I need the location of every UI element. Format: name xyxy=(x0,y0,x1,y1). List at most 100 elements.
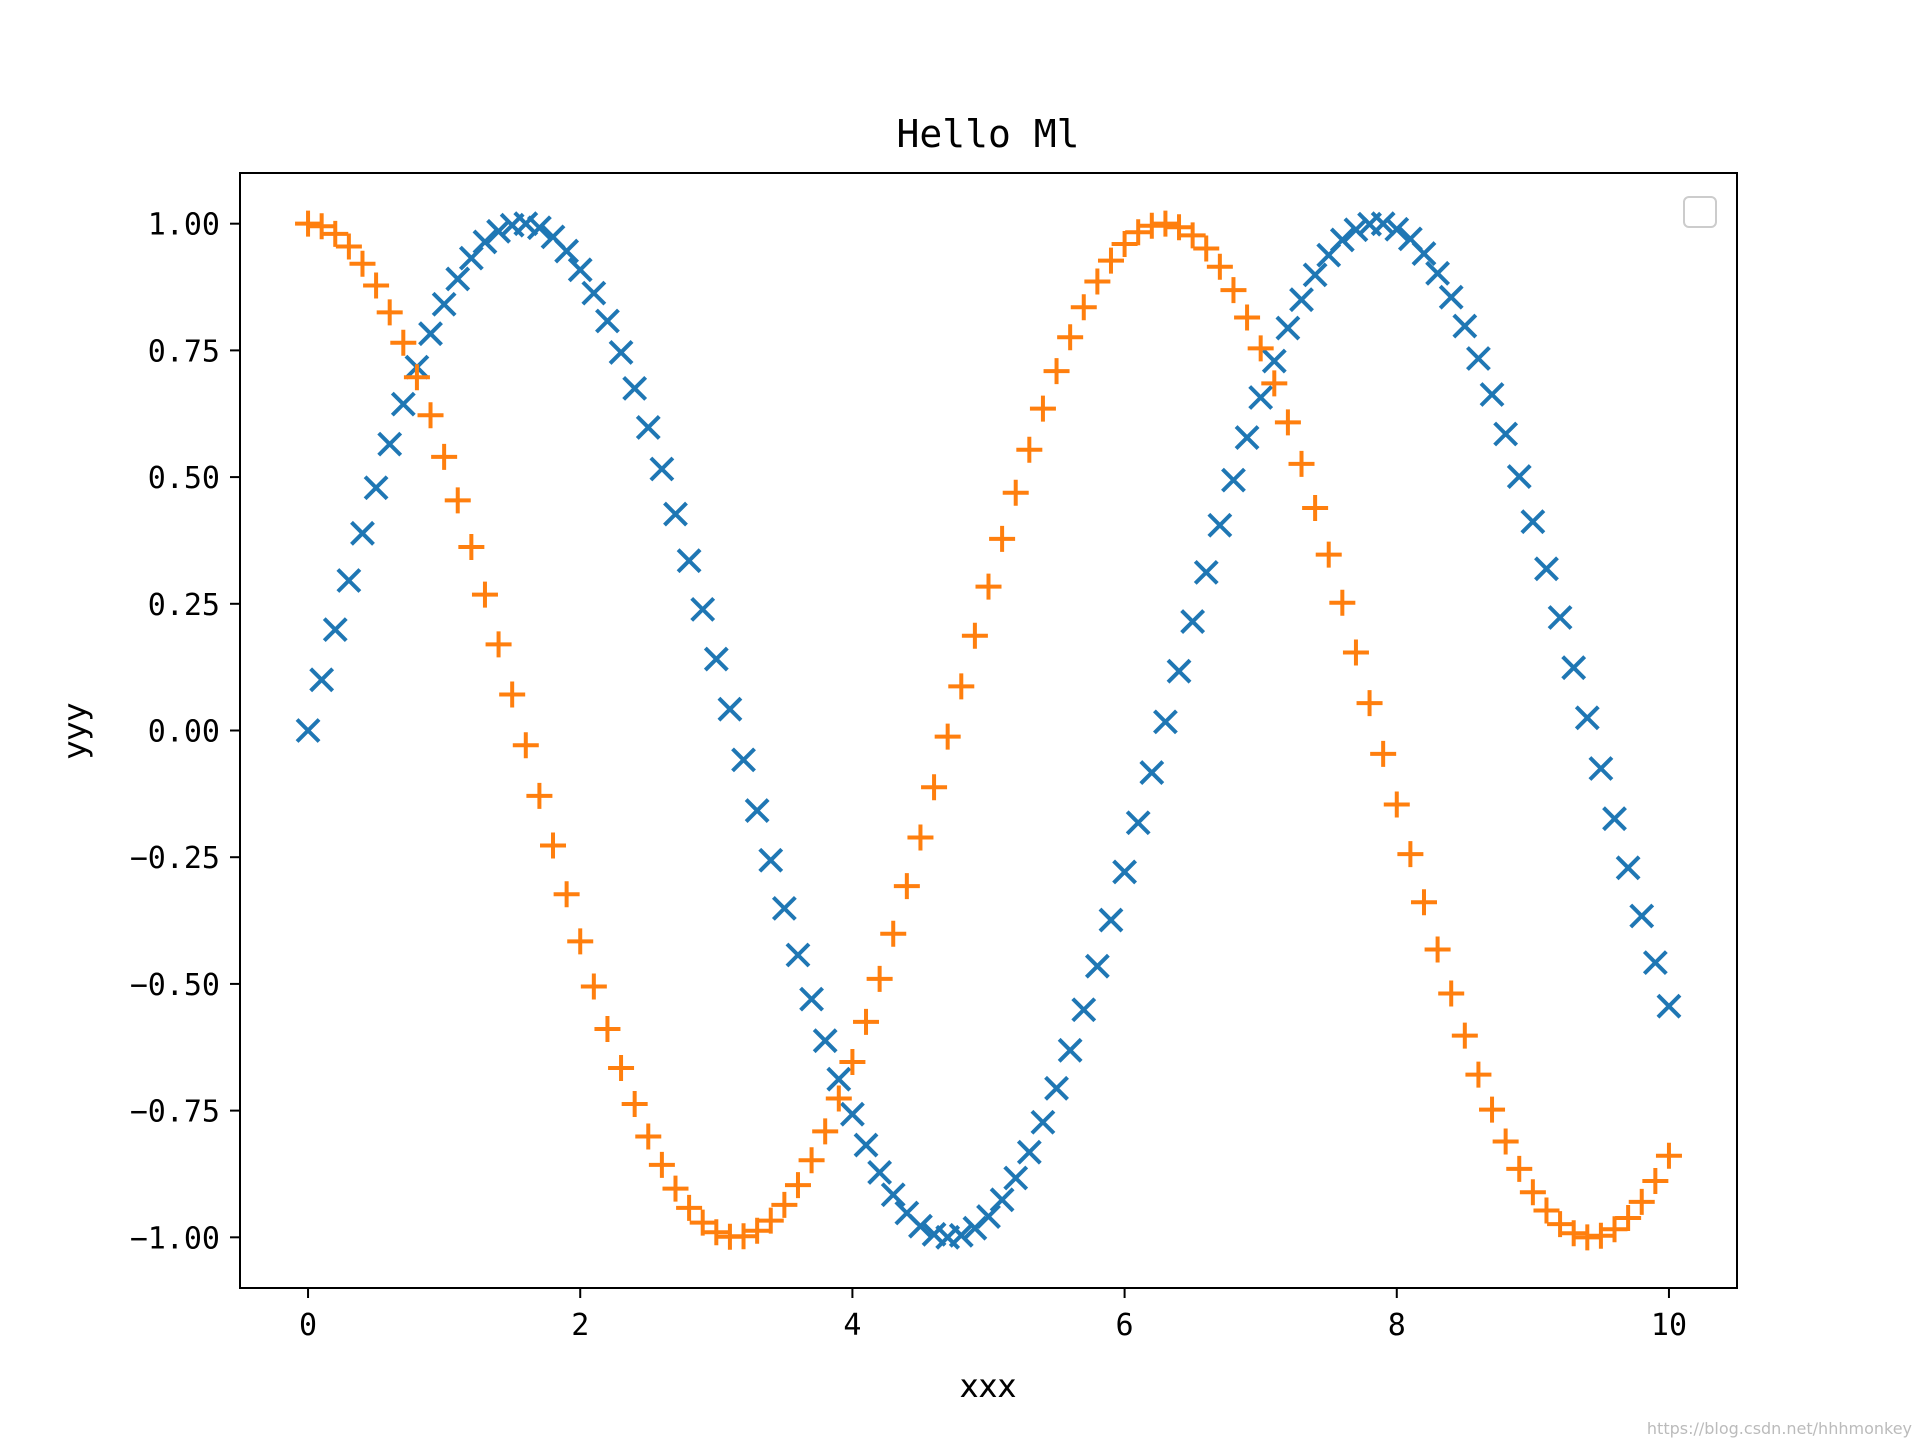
series-2-point xyxy=(1070,294,1097,321)
series-1-point xyxy=(1234,425,1260,450)
series-1-point xyxy=(1302,262,1328,288)
series-2-point xyxy=(1492,1128,1519,1155)
series-1-point xyxy=(1452,313,1478,339)
series-2-point xyxy=(1057,324,1084,351)
series-1-point xyxy=(1506,464,1532,489)
series-2-point xyxy=(308,213,335,240)
series-2-point xyxy=(363,272,390,299)
series-2-point xyxy=(1220,277,1247,304)
series-1-point xyxy=(418,321,443,347)
chart-title: Hello Ml xyxy=(896,112,1079,156)
y-tick-label: 1.00 xyxy=(148,208,220,243)
series-2-point xyxy=(1547,1211,1574,1238)
series-1-point xyxy=(1248,385,1274,410)
series-2-point xyxy=(349,250,376,277)
series-1-point xyxy=(908,1213,933,1239)
series-2-point xyxy=(893,873,920,900)
y-tick-label: −1.00 xyxy=(130,1221,220,1256)
series-2-point xyxy=(1451,1022,1478,1049)
series-2-point xyxy=(1424,936,1451,963)
series-1-point xyxy=(1261,348,1287,374)
series-1-point xyxy=(976,1204,1001,1229)
series-2-point xyxy=(1438,980,1465,1007)
series-1-point xyxy=(554,238,580,264)
series-2-point xyxy=(1097,247,1124,274)
series-1-point xyxy=(1166,658,1192,684)
series-1-point xyxy=(595,308,620,334)
series-2-point xyxy=(757,1207,784,1234)
series-1-point xyxy=(1003,1165,1029,1191)
x-tick-label: 8 xyxy=(1388,1308,1406,1343)
series-2-point xyxy=(1247,335,1274,362)
series-2-point xyxy=(975,573,1002,600)
series-1-point xyxy=(1098,907,1124,933)
series-2-point xyxy=(1642,1168,1669,1195)
series-1-point xyxy=(472,229,498,255)
series-2-point xyxy=(1628,1188,1655,1215)
series-1-point xyxy=(839,1101,865,1127)
series-1-point xyxy=(717,696,743,722)
series-2-point xyxy=(961,622,988,649)
x-tick-label: 6 xyxy=(1116,1308,1134,1343)
series-2-point xyxy=(322,220,349,247)
series-2-point xyxy=(812,1118,839,1145)
series-1-point xyxy=(567,257,593,283)
x-axis-label: xxx xyxy=(960,1367,1017,1405)
series-2-point xyxy=(880,920,907,947)
series-2-point xyxy=(431,443,458,470)
series-1-point xyxy=(390,391,416,417)
series-1-point xyxy=(826,1066,852,1092)
series-1-point xyxy=(1384,216,1410,242)
y-tick-label: −0.75 xyxy=(130,1095,220,1130)
series-2-point xyxy=(594,1016,621,1043)
x-axis: 0 2 4 6 8 10 xyxy=(299,1288,1687,1343)
series-1-point xyxy=(1588,756,1614,781)
series-2-point xyxy=(485,631,512,658)
series-2-point xyxy=(866,965,893,992)
series-2-point xyxy=(403,364,430,391)
y-tick-label: −0.50 xyxy=(130,968,220,1003)
series-2-point xyxy=(1356,690,1383,717)
series-2-point xyxy=(553,881,580,908)
series-2-point xyxy=(1179,222,1206,249)
series-1-point xyxy=(1221,467,1246,493)
series-1-point xyxy=(1411,241,1437,266)
series-2-point xyxy=(471,581,498,608)
series-1-point xyxy=(1044,1075,1069,1101)
series-1-point xyxy=(1493,421,1519,447)
series-1-point xyxy=(431,291,457,317)
series-1-markers xyxy=(295,211,1682,1250)
series-2-point xyxy=(1465,1061,1492,1088)
series-2-point xyxy=(1342,639,1369,666)
y-axis-label: yyy xyxy=(56,703,94,760)
series-2-point xyxy=(1601,1216,1628,1243)
series-2-point xyxy=(1125,219,1152,246)
series-2-point xyxy=(853,1008,880,1035)
series-1-point xyxy=(1289,287,1314,313)
series-1-point xyxy=(622,375,648,401)
series-1-point xyxy=(322,617,348,643)
series-2-point xyxy=(989,525,1016,552)
series-1-point xyxy=(1479,382,1505,407)
y-tick-label: 0.00 xyxy=(148,715,220,750)
series-2-point xyxy=(1506,1155,1533,1182)
series-1-point xyxy=(1534,556,1559,582)
y-tick-label: 0.75 xyxy=(148,334,220,369)
series-1-point xyxy=(1425,260,1451,286)
series-2-point xyxy=(1479,1096,1506,1123)
series-1-point xyxy=(1656,993,1682,1019)
series-1-point xyxy=(1574,705,1600,731)
series-2-point xyxy=(567,928,594,955)
series-1-point xyxy=(1030,1109,1056,1135)
series-2-point xyxy=(798,1147,825,1174)
y-tick-label: 0.25 xyxy=(148,588,220,623)
series-2-point xyxy=(1274,409,1301,436)
series-2-point xyxy=(934,723,961,750)
series-1-point xyxy=(309,667,335,693)
series-2-point xyxy=(1615,1205,1642,1232)
series-2-point xyxy=(730,1223,757,1250)
series-1-point xyxy=(1153,709,1178,735)
series-1-point xyxy=(1112,859,1138,885)
series-1-point xyxy=(486,218,511,244)
